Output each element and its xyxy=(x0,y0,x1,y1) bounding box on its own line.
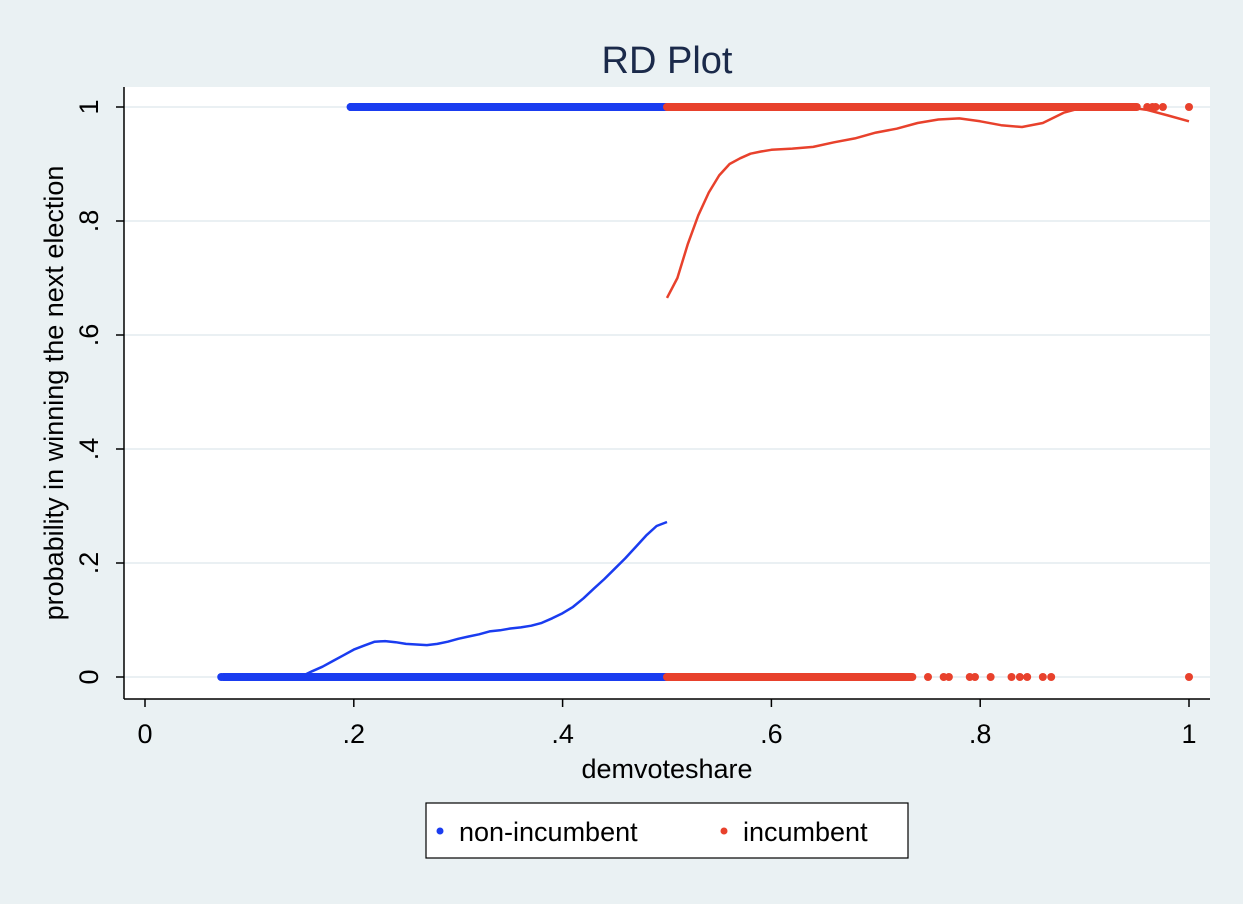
scatter-point-non-incumbent xyxy=(414,103,423,111)
y-tick-label: 0 xyxy=(74,669,104,684)
scatter-point-incumbent xyxy=(1185,103,1193,111)
y-axis-ticks: 0 .2 .4 .6 .8 1 xyxy=(74,99,124,685)
legend: non-incumbent incumbent xyxy=(425,802,909,859)
scatter-point-non-incumbent xyxy=(404,103,413,111)
scatter-point-non-incumbent xyxy=(217,673,226,681)
chart-title: RD Plot xyxy=(602,40,733,82)
scatter-point-non-incumbent xyxy=(374,103,383,111)
x-axis-title: demvoteshare xyxy=(581,754,752,784)
scatter-point-incumbent xyxy=(1185,673,1193,681)
x-tick-label: .4 xyxy=(551,719,574,749)
y-tick-label: .8 xyxy=(74,210,104,233)
scatter-point-non-incumbent xyxy=(424,103,433,111)
scatter-point-incumbent xyxy=(944,673,953,681)
scatter-point-incumbent xyxy=(1007,673,1016,681)
scatter-point-incumbent xyxy=(1038,673,1047,681)
x-tick-label: .8 xyxy=(969,719,992,749)
fit-line-non-incumbent xyxy=(223,520,668,679)
fit-line-incumbent xyxy=(665,105,1190,299)
y-tick-label: .6 xyxy=(74,324,104,347)
y-axis-title: probability in winning the next election xyxy=(39,166,69,621)
x-tick-label: .2 xyxy=(343,719,366,749)
scatter-point-incumbent xyxy=(1015,673,1024,681)
scatter-point-incumbent xyxy=(1023,673,1032,681)
scatter-point-incumbent xyxy=(970,673,979,681)
scatter-point-non-incumbent xyxy=(368,103,377,111)
scatter-point-non-incumbent xyxy=(391,103,400,111)
legend-marker-non-incumbent xyxy=(436,827,444,835)
y-tick-label: .2 xyxy=(74,552,104,575)
legend-box xyxy=(425,802,909,859)
data-marks xyxy=(217,103,1193,681)
legend-label-non-incumbent: non-incumbent xyxy=(459,817,638,847)
scatter-point-incumbent xyxy=(986,673,995,681)
scatter-point-incumbent xyxy=(924,673,932,681)
scatter-point-incumbent xyxy=(1047,673,1056,681)
legend-marker-incumbent xyxy=(720,827,728,835)
x-tick-label: .6 xyxy=(760,719,783,749)
plot-background xyxy=(124,87,1210,699)
legend-label-incumbent: incumbent xyxy=(743,817,868,847)
x-tick-label: 1 xyxy=(1181,719,1196,749)
scatter-point-incumbent xyxy=(1158,103,1167,111)
scatter-point-non-incumbent xyxy=(349,103,358,111)
scatter-point-incumbent xyxy=(1151,103,1160,111)
scatter-point-non-incumbent xyxy=(381,103,390,111)
plot-area: 0 .2 .4 .6 .8 1 0 .2 .4 .6 .8 1 xyxy=(74,87,1210,749)
scatter-point-non-incumbent xyxy=(362,103,371,111)
y-tick-label: 1 xyxy=(74,99,104,114)
x-axis-ticks: 0 .2 .4 .6 .8 1 xyxy=(137,699,1197,749)
x-tick-label: 0 xyxy=(137,719,152,749)
y-tick-label: .4 xyxy=(74,438,104,461)
